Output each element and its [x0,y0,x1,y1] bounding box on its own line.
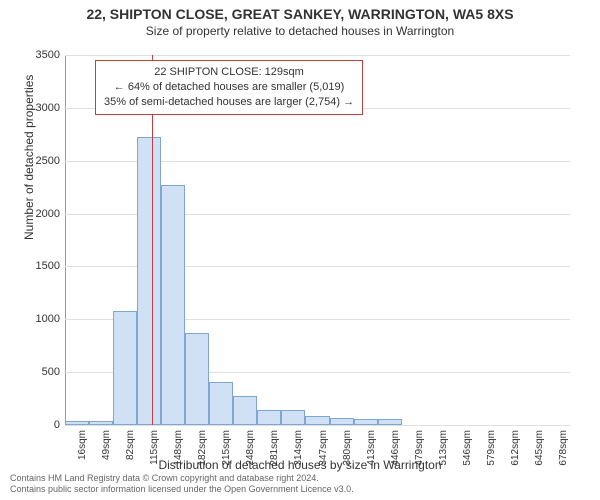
x-tick-label: 446sqm [390,430,401,470]
chart-title-sub: Size of property relative to detached ho… [0,24,600,38]
histogram-bar [281,410,305,425]
y-tick-label: 500 [20,366,60,378]
annotation-line-larger: 35% of semi-detached houses are larger (… [104,95,354,110]
x-tick-label: 148sqm [173,430,184,470]
grid-line [65,55,570,56]
histogram-bar [330,418,354,425]
y-tick-label: 2000 [20,208,60,220]
y-tick-label: 1500 [20,260,60,272]
y-tick-label: 3000 [20,102,60,114]
x-tick-label: 248sqm [245,430,256,470]
reference-annotation-box: 22 SHIPTON CLOSE: 129sqm ← 64% of detach… [95,60,363,115]
x-tick-label: 479sqm [414,430,425,470]
x-tick-label: 215sqm [221,430,232,470]
annotation-line-smaller: ← 64% of detached houses are smaller (5,… [104,80,354,95]
histogram-bar [233,396,257,425]
histogram-bar [185,333,209,425]
x-tick-label: 314sqm [293,430,304,470]
x-tick-label: 579sqm [486,430,497,470]
histogram-bar [137,137,161,425]
histogram-bar [89,421,113,425]
histogram-bar [378,419,402,425]
x-tick-label: 347sqm [318,430,329,470]
footer-line-1: Contains HM Land Registry data © Crown c… [10,473,354,485]
x-tick-label: 82sqm [125,430,136,470]
chart-title-main: 22, SHIPTON CLOSE, GREAT SANKEY, WARRING… [0,6,600,22]
histogram-bar [257,410,281,425]
histogram-bar [65,421,89,425]
y-tick-label: 1000 [20,313,60,325]
footer-attribution: Contains HM Land Registry data © Crown c… [10,473,354,496]
x-tick-label: 380sqm [342,430,353,470]
x-tick-label: 678sqm [558,430,569,470]
y-tick-label: 0 [20,419,60,431]
x-tick-label: 182sqm [197,430,208,470]
histogram-bar [113,311,137,425]
grid-line [65,425,570,426]
x-tick-label: 513sqm [438,430,449,470]
annotation-line-title: 22 SHIPTON CLOSE: 129sqm [104,65,354,80]
x-tick-label: 49sqm [101,430,112,470]
x-tick-label: 546sqm [462,430,473,470]
x-tick-label: 16sqm [77,430,88,470]
histogram-bar [161,185,185,425]
x-tick-label: 645sqm [534,430,545,470]
y-tick-label: 2500 [20,155,60,167]
histogram-bar [354,419,378,425]
x-tick-label: 281sqm [269,430,280,470]
histogram-bar [305,416,329,426]
y-tick-label: 3500 [20,49,60,61]
x-tick-label: 115sqm [149,430,160,470]
histogram-bar [209,382,233,425]
chart-title-block: 22, SHIPTON CLOSE, GREAT SANKEY, WARRING… [0,0,600,38]
x-tick-label: 612sqm [510,430,521,470]
x-tick-label: 413sqm [366,430,377,470]
footer-line-2: Contains public sector information licen… [10,484,354,496]
